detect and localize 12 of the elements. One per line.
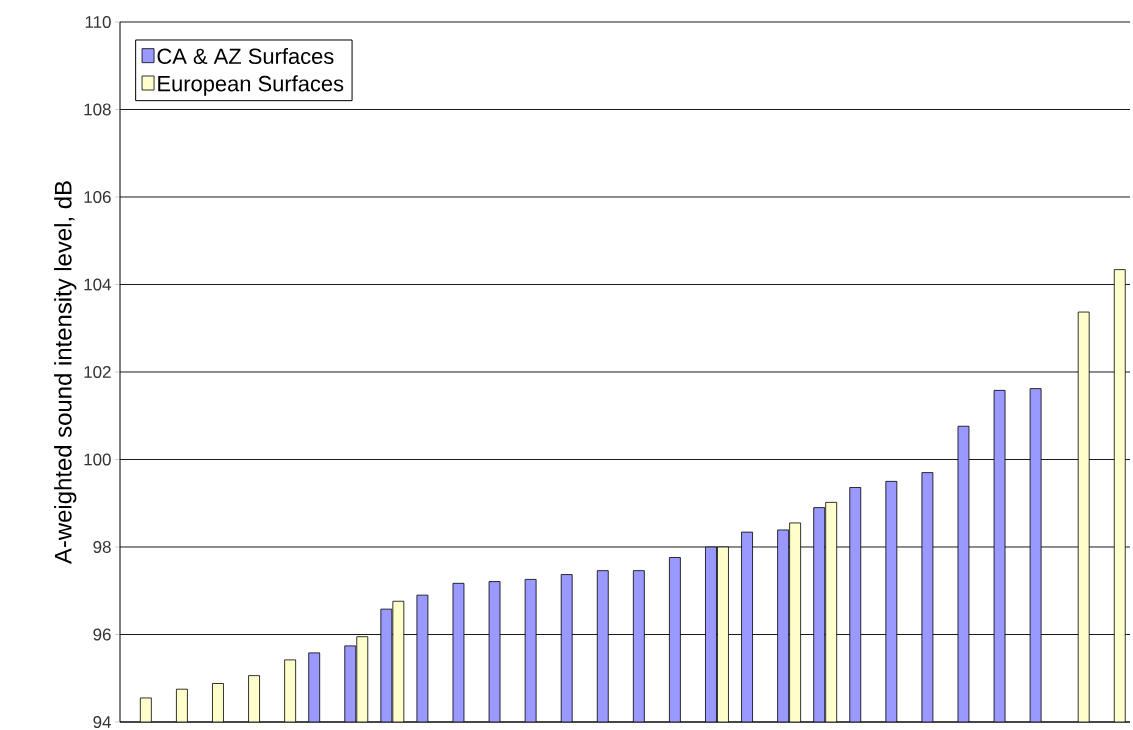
y-tick-label: 100 [84,453,111,466]
y-tick-label: 102 [84,366,111,378]
y-tick-label: 110 [85,15,111,28]
y-tick-label: 94 [93,716,111,728]
y-tick-label: 104 [84,278,111,291]
legend-label: CA & AZ Surfaces [157,47,334,65]
legend-label: European Surfaces [158,75,344,96]
y-tick-label: 98 [93,541,111,553]
y-tick-label: 106 [84,191,111,203]
y-axis-title: A-weighted sound intensity level, dB [54,181,77,565]
y-tick-label: 108 [84,103,111,116]
y-tick-label: 96 [93,628,111,641]
